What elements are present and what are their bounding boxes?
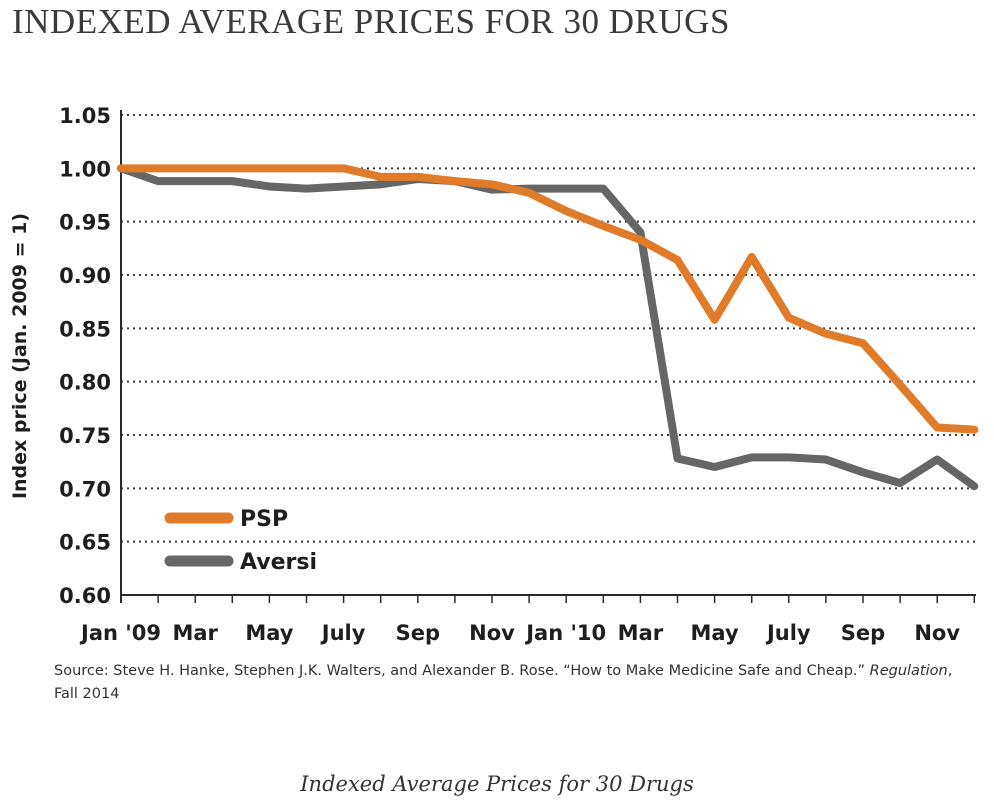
legend-label-psp: PSP: [240, 507, 288, 532]
source-issue: , Fall 2014: [54, 663, 953, 702]
y-tick-label: 0.90: [59, 264, 111, 288]
y-tick-label: 0.70: [59, 477, 111, 501]
x-tick-label: Mar: [618, 621, 664, 645]
source-journal: Regulation: [869, 663, 948, 679]
x-tick-label: July: [320, 621, 366, 645]
x-tick-label: Jan '10: [524, 621, 606, 645]
y-tick-label: 0.85: [59, 317, 111, 341]
x-tick-label: Sep: [841, 621, 885, 645]
legend-label-aversi: Aversi: [240, 550, 317, 575]
x-tick-label: May: [691, 621, 739, 645]
source-text: Source: Steve H. Hanke, Stephen J.K. Wal…: [54, 663, 870, 679]
y-tick-label: 1.00: [59, 157, 111, 181]
y-tick-label: 1.05: [59, 104, 111, 128]
y-tick-label: 0.65: [59, 531, 111, 555]
chart-title: INDEXED AVERAGE PRICES FOR 30 DRUGS: [12, 2, 730, 41]
y-tick-label: 0.80: [59, 371, 111, 395]
x-tick-label: Nov: [469, 621, 515, 645]
figure-caption: Indexed Average Prices for 30 Drugs: [300, 772, 694, 796]
source-note: Source: Steve H. Hanke, Stephen J.K. Wal…: [54, 660, 954, 706]
y-axis-label: Index price (Jan. 2009 = 1): [9, 212, 31, 500]
x-tick-label: May: [245, 621, 293, 645]
y-tick-label: 0.75: [59, 424, 111, 448]
y-tick-label: 0.95: [59, 211, 111, 235]
x-tick-label: Mar: [172, 621, 218, 645]
series-line-aversi: [117, 164, 979, 491]
x-tick-label: Nov: [914, 621, 960, 645]
x-tick-label: Sep: [396, 621, 440, 645]
series-line-psp: [117, 164, 979, 434]
x-tick-label: July: [765, 621, 811, 645]
y-tick-label: 0.60: [59, 584, 111, 608]
x-tick-label: Jan '09: [79, 621, 161, 645]
